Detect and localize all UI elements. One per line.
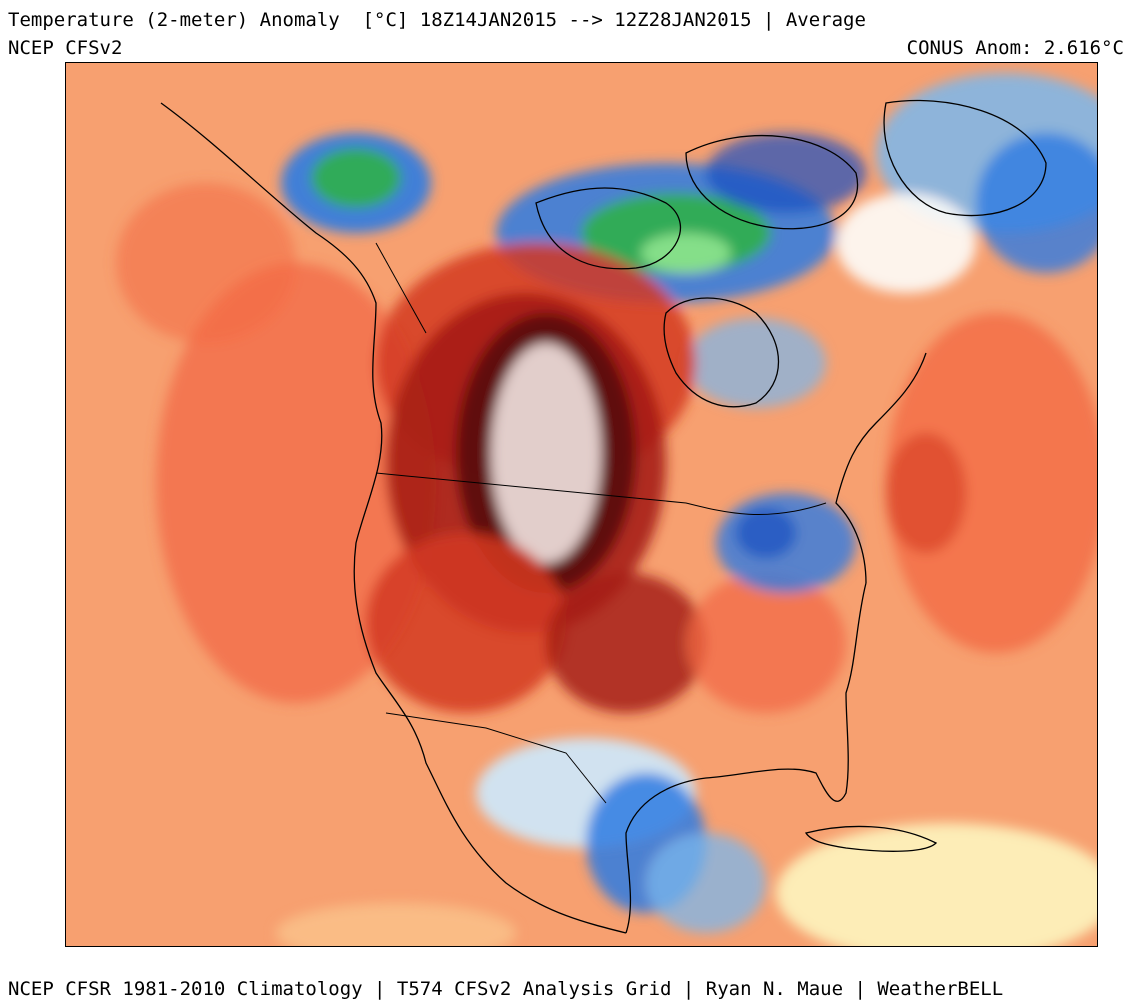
atlantic-hot-spot [886,433,966,553]
west-us-warm-region [366,533,566,713]
northeast-very-cold [736,508,796,558]
model-label: NCEP CFSv2 [8,37,123,59]
arctic-extreme-cold-core [641,233,731,273]
anomaly-field [116,73,1097,946]
map-credit: NCEP CFSR 1981-2010 Climatology | T574 C… [8,978,1004,1000]
alaska-extreme-cold [311,148,401,208]
arctic-island-2 [685,134,859,230]
conus-anomaly-value: CONUS Anom: 2.616°C [906,37,1124,59]
anomaly-map [65,62,1098,947]
pacific-warm-region [156,263,436,703]
alaska-border [375,242,427,334]
pacific-north-warm [116,183,296,343]
southeast-warm-region [686,573,846,713]
cuba-outline [804,825,938,852]
hudson-cold-region [686,318,826,408]
plains-very-warm-region [546,573,706,713]
ellesmere-cold-region [706,133,866,213]
arctic-island-1 [535,187,682,270]
us-canada-border [375,472,827,515]
greenland-outline [883,99,1047,217]
east-pacific-mild [276,903,516,946]
gulf-coastline [625,582,867,934]
anomaly-map-canvas [66,63,1097,946]
hudson-bay-outline [663,297,779,408]
atlantic-warm-region [886,313,1097,653]
pacific-coastline [160,102,627,934]
map-title: Temperature (2-meter) Anomaly [°C] 18Z14… [8,9,866,31]
us-mexico-border [385,712,607,804]
atlantic-coastline [835,352,927,584]
coastlines [160,99,1047,934]
caribbean-mild-region [776,823,1097,946]
baffin-neutral-region [836,193,976,293]
gulf-cool-region [646,833,766,933]
greenland-cold-region [976,133,1097,273]
prairie-extreme-core [491,343,601,563]
